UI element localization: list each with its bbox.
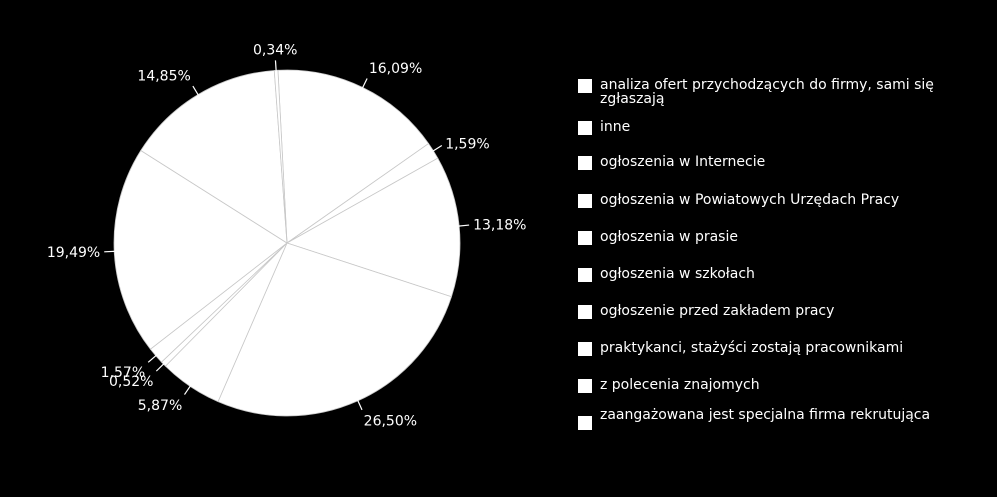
data-label-6: 0,52% — [109, 374, 153, 390]
legend-label: zaangażowana jest specjalna firma rekrut… — [600, 407, 931, 423]
leader-line-8 — [104, 250, 117, 253]
data-label-5: 5,87% — [138, 398, 182, 414]
legend-swatch — [578, 342, 592, 356]
legend-item-9: z polecenia znajomych — [578, 378, 970, 393]
legend-label: ogłoszenia w szkołach — [600, 266, 755, 282]
leader-line-2 — [431, 144, 443, 153]
leader-line-10 — [274, 60, 277, 73]
leader-line-3 — [457, 224, 470, 227]
legend-item-3: ogłoszenia w Internecie — [578, 155, 970, 170]
legend-item-6: ogłoszenia w szkołach — [578, 267, 970, 282]
legend-item-10: zaangażowana jest specjalna firma rekrut… — [578, 408, 970, 430]
leader-lines — [104, 60, 470, 411]
data-label-1: 16,09% — [369, 61, 422, 77]
leader-line-5 — [184, 384, 192, 395]
data-label-7: 1,57% — [101, 365, 145, 381]
legend-label: z polecenia znajomych — [600, 377, 760, 393]
data-label-8: 19,49% — [47, 245, 100, 261]
data-label-9: 14,85% — [137, 69, 190, 85]
legend-swatch — [578, 416, 592, 430]
legend-item-7: ogłoszenie przed zakładem pracy — [578, 304, 970, 319]
legend-swatch — [578, 121, 592, 135]
data-labels: 16,09% 1,59% 13,18% 26,50% 5,87% 0,52%1,57% 19… — [47, 42, 527, 429]
legend-swatch — [578, 156, 592, 170]
legend-item-8: praktykanci, stażyści zostają pracownika… — [578, 341, 970, 356]
pie-chart: 16,09% 1,59% 13,18% 26,50% 5,87% 0,52%1,57% 19… — [47, 42, 527, 429]
data-label-3: 13,18% — [473, 218, 526, 234]
legend-swatch — [578, 231, 592, 245]
data-label-10: 0,34% — [253, 42, 297, 58]
legend-label: analiza ofert przychodzących do firmy, s… — [600, 77, 934, 107]
leader-line-9 — [192, 85, 200, 97]
data-label-4: 26,50% — [364, 414, 417, 430]
leader-line-6 — [155, 362, 166, 372]
legend-label: praktykanci, stażyści zostają pracownika… — [600, 340, 904, 356]
legend-label: ogłoszenie przed zakładem pracy — [600, 303, 835, 319]
leader-line-1 — [361, 78, 368, 90]
legend-label: inne — [600, 119, 631, 135]
legend-swatch — [578, 194, 592, 208]
legend-item-2: inne — [578, 120, 970, 135]
data-label-2: 1,59% — [445, 136, 489, 152]
legend-item-4: ogłoszenia w Powiatowych Urzędach Pracy — [578, 193, 970, 208]
legend-swatch — [578, 268, 592, 282]
pie-slices — [113, 69, 461, 417]
legend-swatch — [578, 305, 592, 319]
legend-swatch — [578, 79, 592, 93]
legend-label: ogłoszenia w prasie — [600, 229, 738, 245]
legend-label: ogłoszenia w Powiatowych Urzędach Pracy — [600, 192, 900, 208]
legend-item-1: analiza ofert przychodzących do firmy, s… — [578, 78, 970, 106]
legend-swatch — [578, 379, 592, 393]
legend-item-5: ogłoszenia w prasie — [578, 230, 970, 245]
leader-line-4 — [356, 398, 363, 411]
legend-label: ogłoszenia w Internecie — [600, 154, 766, 170]
leader-line-7 — [147, 353, 158, 363]
